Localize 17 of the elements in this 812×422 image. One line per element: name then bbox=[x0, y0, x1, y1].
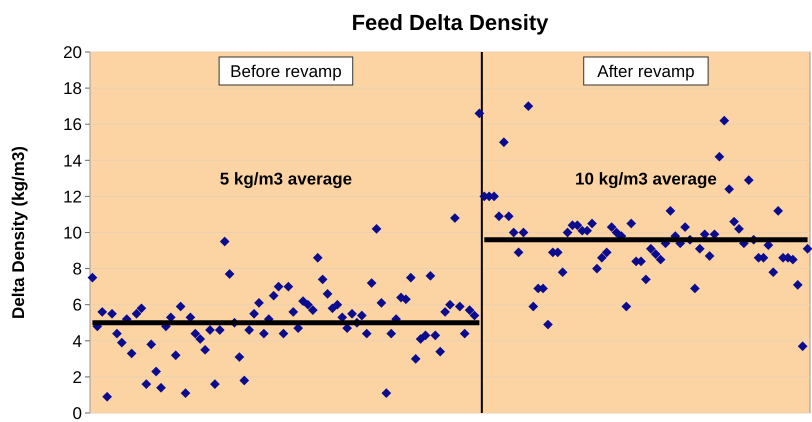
y-tick-label: 18 bbox=[63, 79, 82, 98]
y-tick-label: 20 bbox=[63, 42, 82, 62]
y-tick-label: 10 bbox=[63, 223, 82, 242]
annotation: 10 kg/m3 average bbox=[575, 169, 717, 188]
annotation: Before revamp bbox=[230, 62, 342, 81]
y-tick-label: 2 bbox=[72, 368, 82, 387]
chart-title: Feed Delta Density bbox=[352, 10, 550, 35]
y-tick-label: 16 bbox=[63, 115, 82, 134]
y-tick-label: 8 bbox=[72, 260, 82, 279]
annotation: After revamp bbox=[597, 62, 695, 81]
y-tick-label: 14 bbox=[63, 151, 82, 170]
y-tick-label: 0 bbox=[72, 404, 82, 422]
y-tick-label: 12 bbox=[63, 187, 82, 206]
y-tick-label: 4 bbox=[72, 332, 82, 351]
annotation: 5 kg/m3 average bbox=[220, 169, 352, 188]
y-tick-label: 6 bbox=[72, 296, 82, 315]
y-axis-title: Delta Density (kg/m3) bbox=[9, 146, 28, 319]
